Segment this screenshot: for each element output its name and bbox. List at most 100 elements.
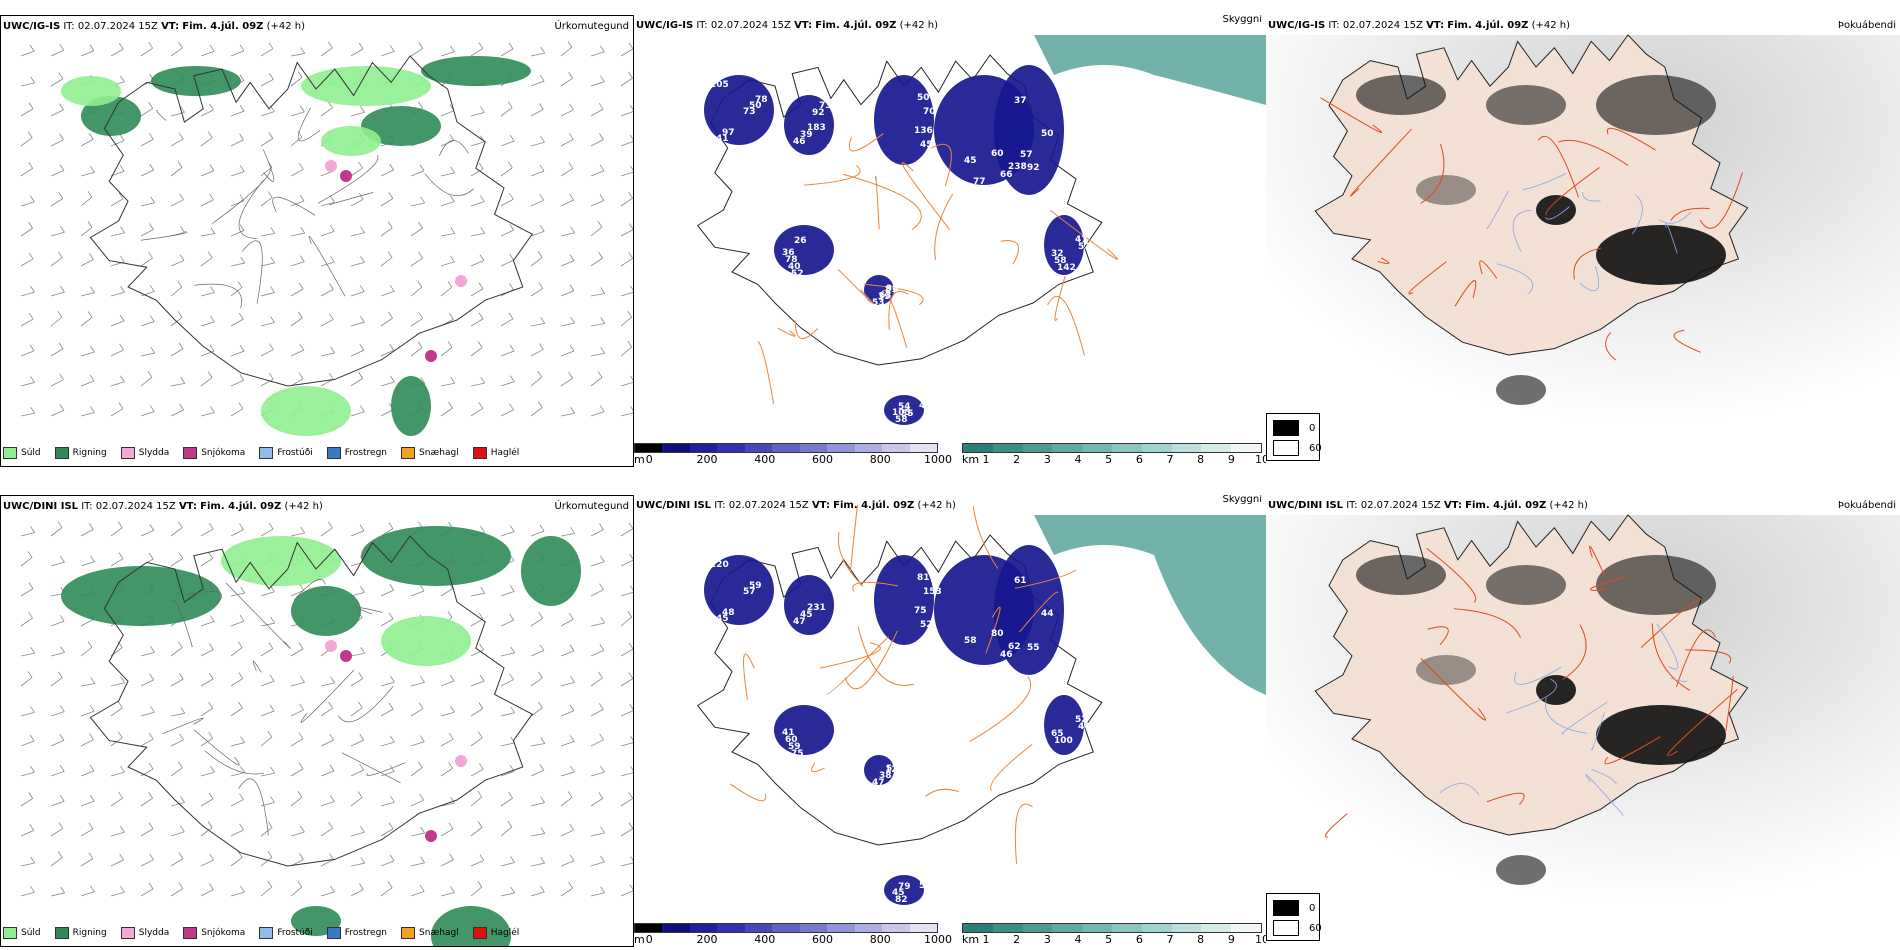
wind-barb xyxy=(350,315,365,327)
legend-label: Haglél xyxy=(490,448,520,458)
road-line xyxy=(1699,172,1743,229)
scale-unit: km xyxy=(962,453,980,466)
road-line xyxy=(990,743,1033,791)
wind-barb xyxy=(560,226,575,237)
ceiling-value-label: 92 xyxy=(812,108,825,118)
ceiling-value-label: 45 xyxy=(716,614,729,624)
wind-barb xyxy=(20,526,35,537)
wind-barb xyxy=(110,826,125,837)
road-line xyxy=(162,717,204,735)
colorbar-step xyxy=(882,924,910,932)
road-line xyxy=(171,599,193,648)
road-line xyxy=(341,752,401,784)
wind-barb xyxy=(560,527,576,537)
wind-barb xyxy=(620,704,633,717)
wind-barb xyxy=(50,310,63,327)
wind-barb xyxy=(170,280,183,297)
wind-barb xyxy=(140,133,154,147)
wind-barb xyxy=(50,822,64,837)
visibility-colorbar xyxy=(962,923,1262,933)
wind-barb xyxy=(500,673,514,687)
road-line xyxy=(848,133,884,152)
wind-barb xyxy=(290,282,304,297)
low-ceiling-area xyxy=(884,395,924,425)
wind-barb xyxy=(80,253,94,267)
wind-barb xyxy=(380,765,395,777)
vt-value: Fim. 4.júl. 09Z xyxy=(1465,500,1547,511)
it-label: IT: xyxy=(714,500,726,511)
wind-barb xyxy=(80,523,94,537)
wind-barb xyxy=(200,227,216,237)
wind-barb xyxy=(620,71,633,87)
legend-item: Haglél xyxy=(472,447,520,459)
road-line xyxy=(1590,576,1627,591)
wind-barb xyxy=(560,344,575,357)
low-ceiling-area xyxy=(994,545,1064,675)
wind-barb xyxy=(620,553,633,567)
wind-barb xyxy=(170,796,185,807)
wind-barb xyxy=(80,286,95,297)
wind-barb xyxy=(440,796,456,807)
wind-barb xyxy=(500,312,514,327)
wind-barb xyxy=(410,856,425,867)
ceiling-ticks: m 0 200 400 600 800 1000 xyxy=(634,453,952,466)
ceiling-value-label: 38 xyxy=(886,284,899,294)
colorbar-step xyxy=(992,444,1023,452)
sleet-area xyxy=(425,350,437,362)
wind-barb xyxy=(290,255,305,267)
wind-barb xyxy=(80,311,93,327)
vt-value: Fim. 4.júl. 09Z xyxy=(815,20,897,31)
wind-barb xyxy=(440,706,455,717)
road-line xyxy=(924,788,960,797)
wind-barb xyxy=(350,856,366,867)
model-name: UWC/DINI ISL xyxy=(1268,500,1344,511)
road-line xyxy=(875,175,880,230)
wind-barb xyxy=(350,672,364,687)
legend-swatch xyxy=(3,447,17,459)
wind-barb xyxy=(170,377,186,387)
colorbar-step xyxy=(1201,924,1232,932)
wind-barb xyxy=(380,735,395,747)
road-line xyxy=(262,149,275,182)
wind-barb xyxy=(560,41,573,57)
wind-barb xyxy=(440,401,453,417)
ceiling-value-label: 136 xyxy=(914,126,933,136)
wind-barb xyxy=(50,133,64,147)
wind-barb xyxy=(260,821,273,837)
colorbar-step xyxy=(1171,924,1202,932)
wind-barb xyxy=(440,822,454,837)
wind-barb xyxy=(350,226,365,237)
wind-barb xyxy=(50,851,63,867)
river-line xyxy=(1582,192,1601,202)
wind-barb xyxy=(530,74,545,87)
ceiling-value-label: 65 xyxy=(1051,729,1064,739)
wind-barb xyxy=(20,312,34,327)
scale-tick: 8 xyxy=(1197,453,1205,466)
scale-tick: 600 xyxy=(811,453,833,466)
wind-barb xyxy=(440,45,455,57)
wind-barb xyxy=(320,521,333,537)
river-line xyxy=(1665,222,1678,254)
ceiling-value-label: 57 xyxy=(1020,150,1033,160)
wind-barb xyxy=(200,702,213,717)
wind-barb xyxy=(470,790,483,807)
wind-barb xyxy=(470,612,484,627)
wind-barb xyxy=(230,312,244,327)
wind-barb xyxy=(320,795,335,807)
legend-item: Rigning xyxy=(54,447,107,459)
road-line xyxy=(1725,676,1734,731)
wind-barb xyxy=(260,132,274,147)
wind-barb xyxy=(50,794,65,807)
legend-item: Snjókoma xyxy=(183,447,245,459)
legend-item: Snæhagl xyxy=(401,447,459,459)
road-line xyxy=(863,283,924,306)
wind-barb xyxy=(350,825,365,837)
scale-unit: m xyxy=(634,933,645,946)
road-line xyxy=(852,581,899,592)
road-line xyxy=(1426,547,1477,603)
wind-barb xyxy=(230,614,245,627)
legend-item: Frostúði xyxy=(259,447,313,459)
wind-barb xyxy=(560,162,574,177)
colorbar-step xyxy=(963,924,993,932)
low-ceiling-area xyxy=(774,225,834,275)
